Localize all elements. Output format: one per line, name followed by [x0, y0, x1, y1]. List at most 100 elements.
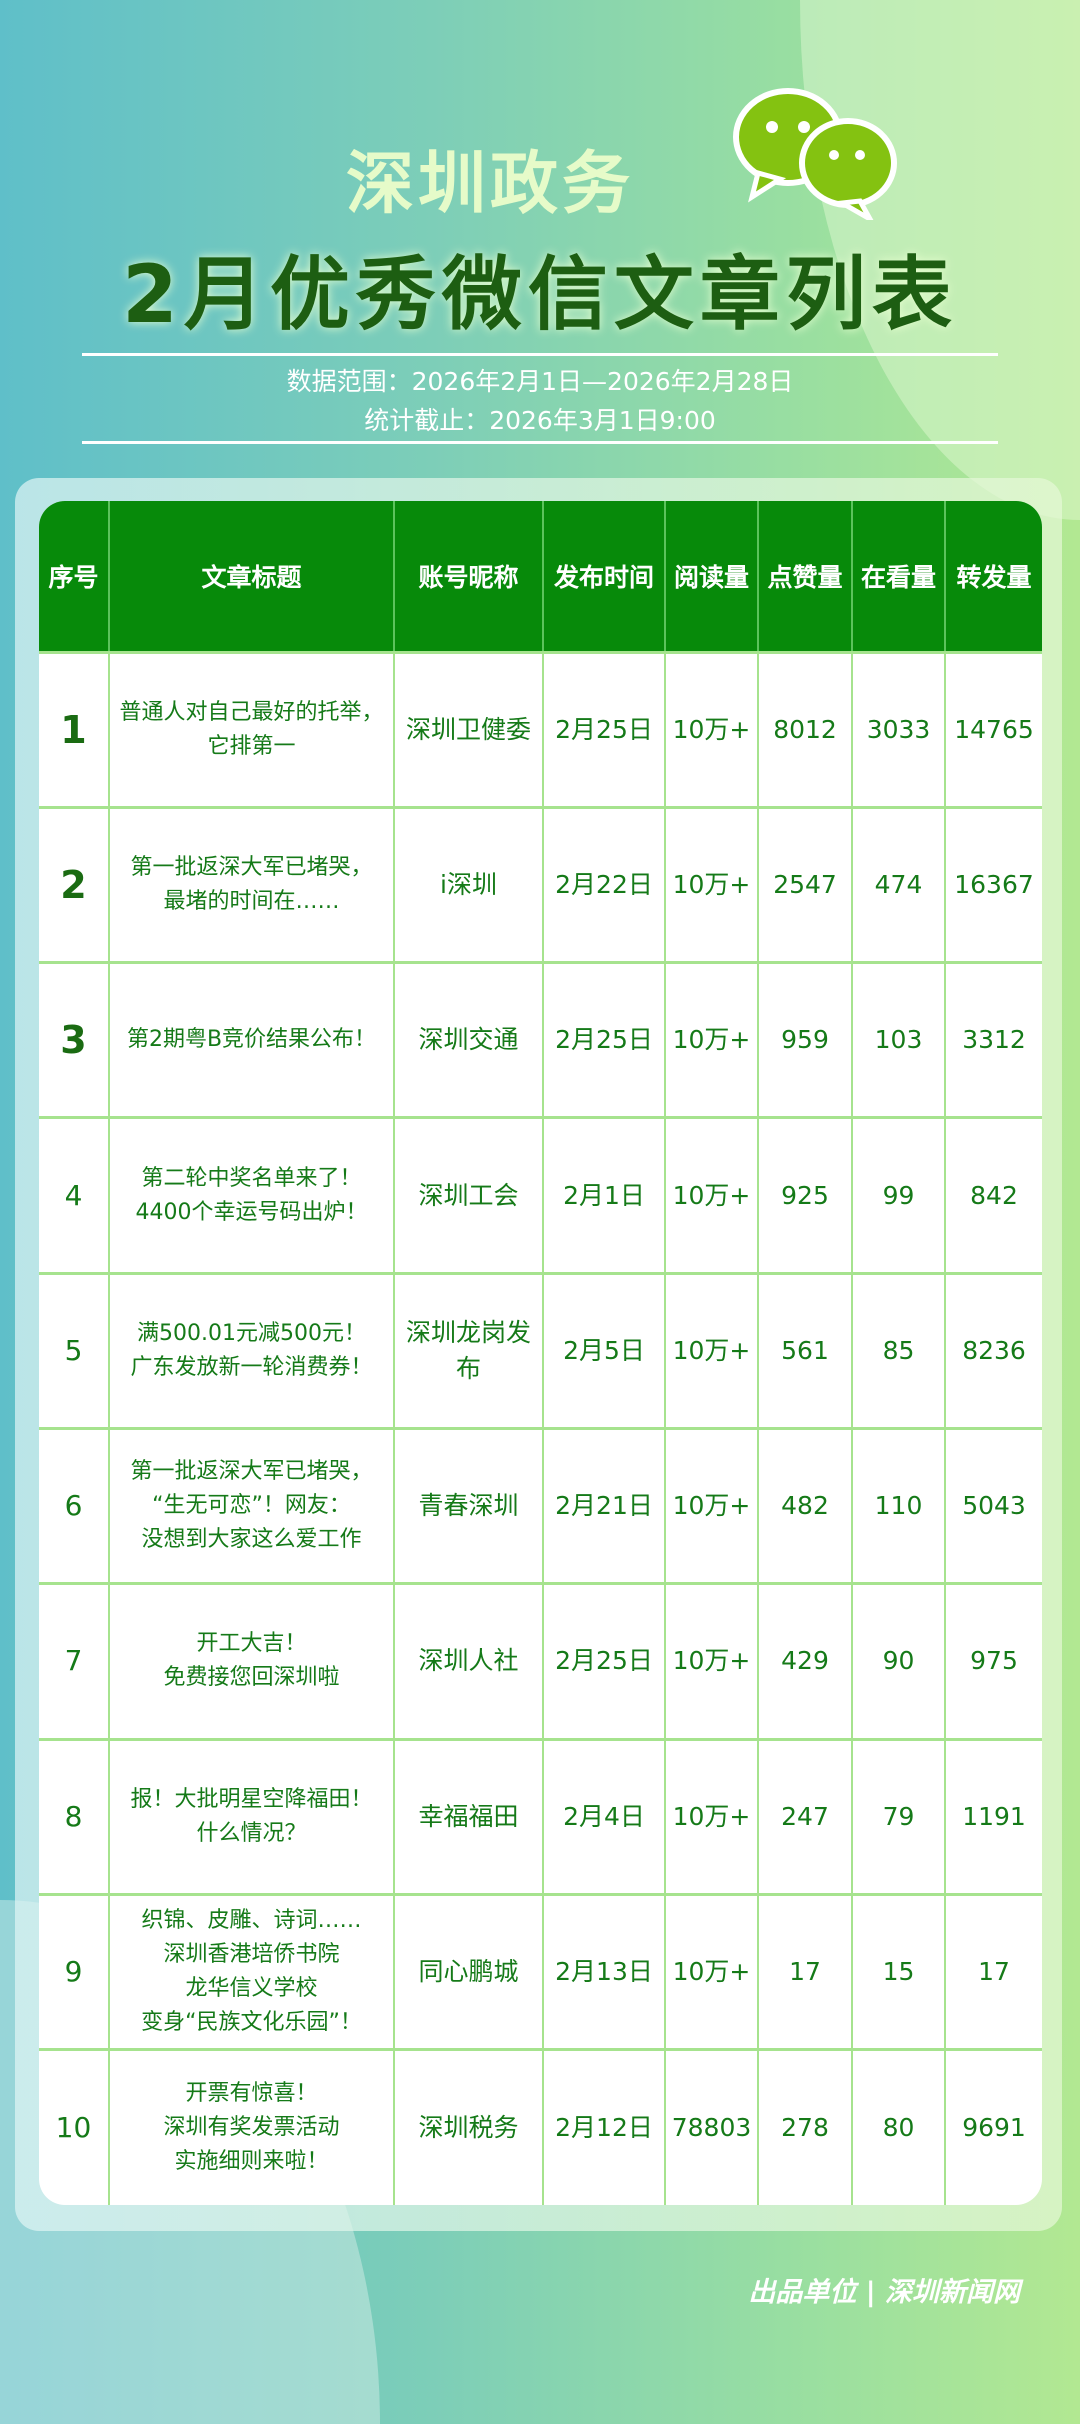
article-title[interactable]: 满500.01元减500元！ 广东发放新一轮消费券！ — [108, 1271, 394, 1429]
table-row: 6 第一批返深大军已堵哭， “生无可恋”！网友： 没想到大家这么爱工作 青春深圳 2月… — [39, 1426, 1042, 1584]
table-row: 5 满500.01元减500元！ 广东发放新一轮消费券！ 深圳龙岗发布 2月5日 10万… — [39, 1271, 1042, 1429]
account-name: 深圳税务 — [393, 2048, 543, 2205]
account-name: 青春深圳 — [393, 1426, 543, 1584]
rank: 2 — [39, 805, 109, 963]
share-count: 14765 — [944, 650, 1042, 808]
rank: 3 — [39, 961, 109, 1118]
read-count: 10万+ — [664, 1116, 758, 1274]
like-count: 959 — [757, 961, 852, 1118]
publish-date: 2月5日 — [542, 1271, 665, 1429]
wow-count: 474 — [851, 805, 945, 963]
table-row: 1 普通人对自己最好的托举， 它排第一 深圳卫健委 2月25日 10万+ 8012 3033… — [39, 650, 1042, 808]
wechat-icon — [733, 88, 897, 220]
share-count: 975 — [944, 1582, 1042, 1740]
divider — [82, 353, 998, 356]
table-row: 9 织锦、皮雕、诗词…… 深圳香港培侨书院 龙华信义学校 变身“民族文化乐园”！同… — [39, 1892, 1042, 2050]
column-header: 阅读量 — [664, 501, 758, 652]
article-title[interactable]: 开票有惊喜！ 深圳有奖发票活动 实施细则来啦！ — [108, 2048, 394, 2205]
table-row: 4 第二轮中奖名单来了！ 4400个幸运号码出炉！ 深圳工会 2月1日 10万+ 925 9… — [39, 1116, 1042, 1274]
rank: 7 — [39, 1582, 109, 1740]
table-row: 3 第2期粤B竞价结果公布！ 深圳交通 2月25日 10万+ 959 103 3312 — [39, 961, 1042, 1118]
column-header: 发布时间 — [542, 501, 665, 652]
read-count: 10万+ — [664, 1892, 758, 2050]
wow-count: 15 — [851, 1892, 945, 2050]
article-title[interactable]: 第一批返深大军已堵哭， 最堵的时间在…… — [108, 805, 394, 963]
divider — [82, 441, 998, 444]
rank: 1 — [39, 650, 109, 808]
publisher-credit: 出品单位 | 深圳新闻网 — [748, 2277, 1020, 2308]
read-count: 10万+ — [664, 1582, 758, 1740]
wow-count: 3033 — [851, 650, 945, 808]
account-name: 深圳龙岗发布 — [393, 1271, 543, 1429]
account-name: 深圳交通 — [393, 961, 543, 1118]
article-title[interactable]: 开工大吉！ 免费接您回深圳啦 — [108, 1582, 394, 1740]
share-count: 842 — [944, 1116, 1042, 1274]
article-title[interactable]: 报！大批明星空降福田！ 什么情况？ — [108, 1737, 394, 1895]
like-count: 8012 — [757, 650, 852, 808]
column-header: 点赞量 — [757, 501, 852, 652]
account-name: 深圳人社 — [393, 1582, 543, 1740]
like-count: 925 — [757, 1116, 852, 1274]
account-name: 幸福福田 — [393, 1737, 543, 1895]
rank: 4 — [39, 1116, 109, 1274]
articles-table: 序号 文章标题 账号昵称 发布时间 阅读量 点赞量 在看量 转发量 1 普通人对自己最好的托举，… — [39, 501, 1042, 2205]
read-count: 10万+ — [664, 805, 758, 963]
share-count: 1191 — [944, 1737, 1042, 1895]
like-count: 17 — [757, 1892, 852, 2050]
publish-date: 2月13日 — [542, 1892, 665, 2050]
publish-date: 2月1日 — [542, 1116, 665, 1274]
wow-count: 80 — [851, 2048, 945, 2205]
article-title[interactable]: 普通人对自己最好的托举， 它排第一 — [108, 650, 394, 808]
column-header: 在看量 — [851, 501, 945, 652]
wow-count: 103 — [851, 961, 945, 1118]
wow-count: 85 — [851, 1271, 945, 1429]
wow-count: 90 — [851, 1582, 945, 1740]
rank: 9 — [39, 1892, 109, 2050]
cutoff-time: 统计截止：2026年3月1日9:00 — [364, 406, 716, 435]
publish-date: 2月25日 — [542, 650, 665, 808]
column-header: 账号昵称 — [393, 501, 543, 652]
publish-date: 2月4日 — [542, 1737, 665, 1895]
table-row: 7 开工大吉！ 免费接您回深圳啦 深圳人社 2月25日 10万+ 429 90 975 — [39, 1582, 1042, 1740]
article-title[interactable]: 织锦、皮雕、诗词…… 深圳香港培侨书院 龙华信义学校 变身“民族文化乐园”！ — [108, 1892, 394, 2050]
wow-count: 79 — [851, 1737, 945, 1895]
like-count: 482 — [757, 1426, 852, 1584]
publish-date: 2月21日 — [542, 1426, 665, 1584]
read-count: 10万+ — [664, 1426, 758, 1584]
account-name: 深圳卫健委 — [393, 650, 543, 808]
read-count: 78803 — [664, 2048, 758, 2205]
rank: 6 — [39, 1426, 109, 1584]
header-row: 序号 文章标题 账号昵称 发布时间 阅读量 点赞量 在看量 转发量 — [39, 501, 1042, 652]
page-title: 2月优秀微信文章列表 — [122, 248, 958, 341]
table-row: 2 第一批返深大军已堵哭， 最堵的时间在…… i深圳 2月22日 10万+ 2547 474… — [39, 805, 1042, 963]
wow-count: 110 — [851, 1426, 945, 1584]
rank: 10 — [39, 2048, 109, 2205]
publish-date: 2月25日 — [542, 961, 665, 1118]
article-title[interactable]: 第2期粤B竞价结果公布！ — [108, 961, 394, 1118]
brand-title: 深圳政务 — [345, 145, 634, 224]
table-row: 10 开票有惊喜！ 深圳有奖发票活动 实施细则来啦！ 深圳税务 2月12日 78803 2… — [39, 2048, 1042, 2205]
rank: 8 — [39, 1737, 109, 1895]
read-count: 10万+ — [664, 650, 758, 808]
like-count: 2547 — [757, 805, 852, 963]
read-count: 10万+ — [664, 961, 758, 1118]
column-header: 转发量 — [944, 501, 1042, 652]
share-count: 5043 — [944, 1426, 1042, 1584]
like-count: 429 — [757, 1582, 852, 1740]
share-count: 8236 — [944, 1271, 1042, 1429]
like-count: 278 — [757, 2048, 852, 2205]
account-name: 同心鹏城 — [393, 1892, 543, 2050]
account-name: 深圳工会 — [393, 1116, 543, 1274]
read-count: 10万+ — [664, 1737, 758, 1895]
share-count: 3312 — [944, 961, 1042, 1118]
read-count: 10万+ — [664, 1271, 758, 1429]
like-count: 561 — [757, 1271, 852, 1429]
date-range: 数据范围：2026年2月1日—2026年2月28日 — [286, 367, 794, 396]
publish-date: 2月12日 — [542, 2048, 665, 2205]
article-title[interactable]: 第一批返深大军已堵哭， “生无可恋”！网友： 没想到大家这么爱工作 — [108, 1426, 394, 1584]
share-count: 17 — [944, 1892, 1042, 2050]
column-header: 文章标题 — [108, 501, 394, 652]
article-title[interactable]: 第二轮中奖名单来了！ 4400个幸运号码出炉！ — [108, 1116, 394, 1274]
share-count: 16367 — [944, 805, 1042, 963]
like-count: 247 — [757, 1737, 852, 1895]
